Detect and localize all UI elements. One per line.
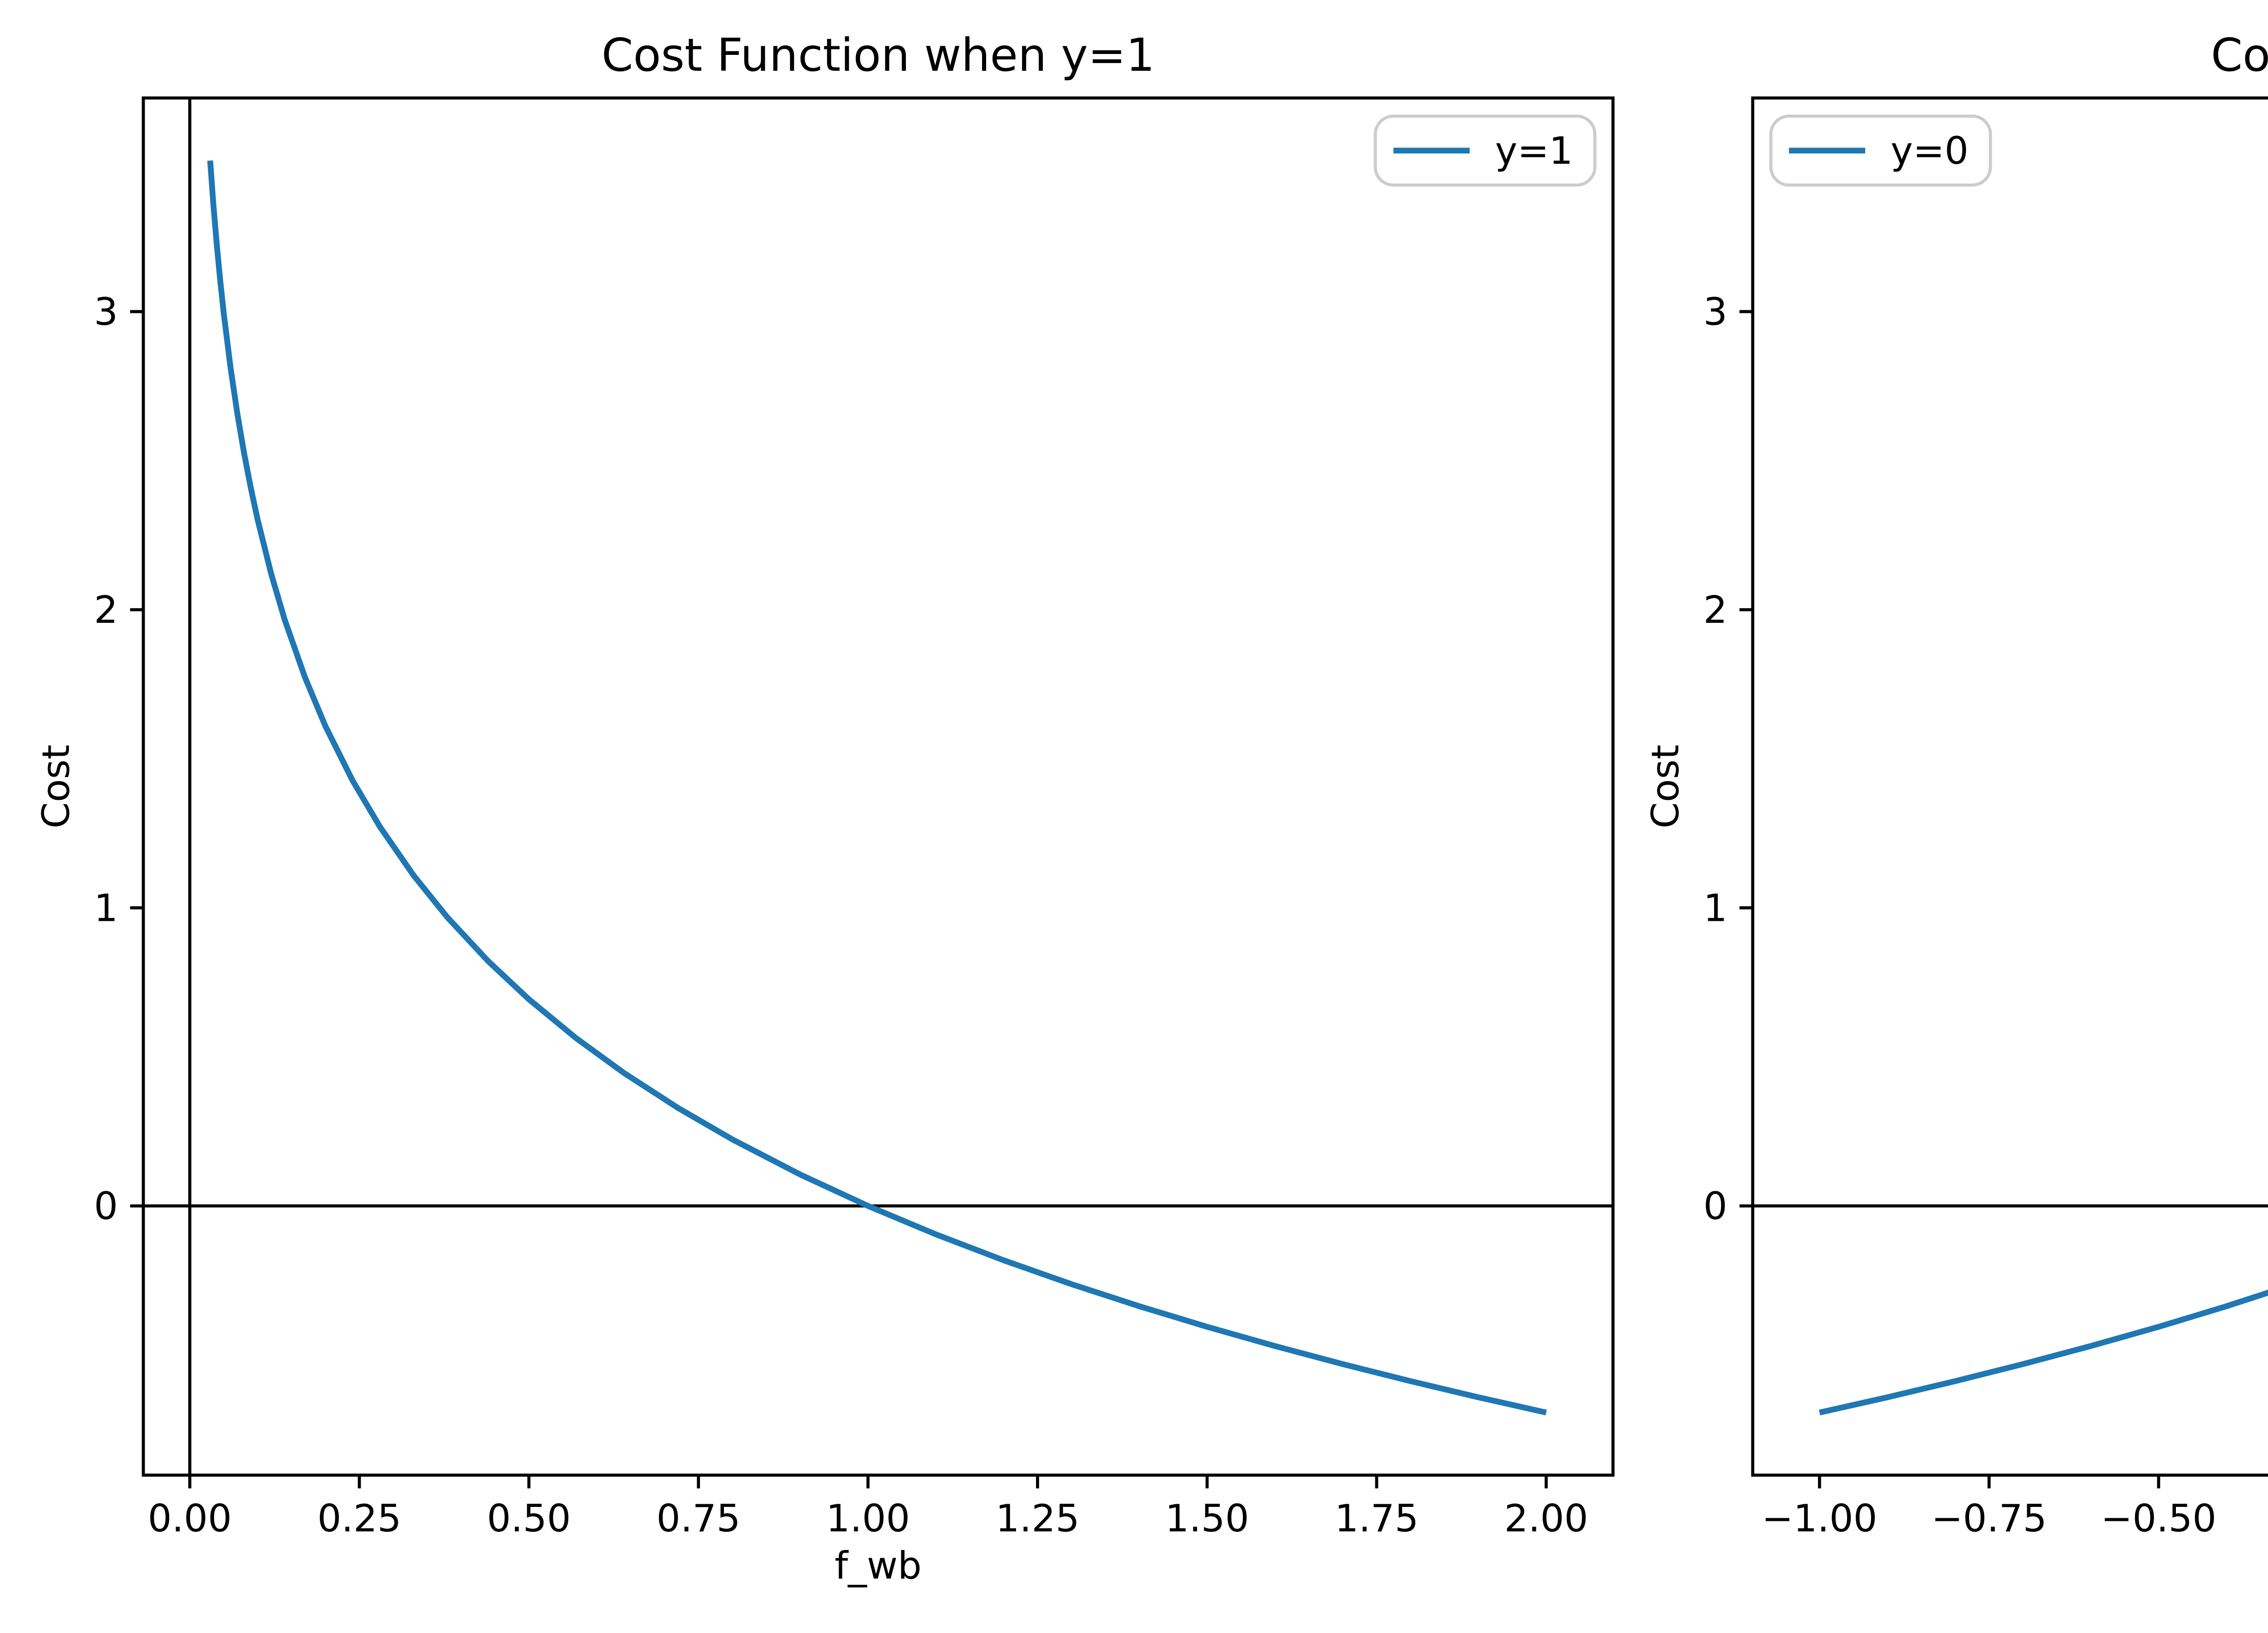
x-tick-label: 1.25 [996,1496,1080,1540]
chart-title: Cost Function when y=0 [2211,29,2268,82]
y-tick-label: 3 [94,290,118,334]
y-tick-label: 2 [1703,588,1727,632]
x-tick-label: 1.75 [1334,1496,1418,1540]
legend-label: y=1 [1495,129,1573,173]
legend-label: y=0 [1891,129,1969,173]
legend: y=1 [1374,114,1597,187]
x-tick-label: −1.00 [1762,1496,1877,1540]
y-axis-label: Cost [34,745,78,829]
x-axis-label: f_wb [835,1544,922,1588]
y-tick-label: 2 [94,588,118,632]
chart-title: Cost Function when y=1 [601,29,1155,82]
axes-y1: 0.00 0.25 0.50 0.75 1.00 1.25 1.50 1.75 2.00 0 1 2 3… [34,29,1615,1588]
x-tick-label: 0.75 [656,1496,740,1540]
y-tick-label: 0 [94,1184,118,1228]
legend: y=0 [1769,114,1992,187]
y-axis-label: Cost [1643,745,1687,829]
x-tick-label: 1.00 [826,1496,910,1540]
x-tick-label: 2.00 [1504,1496,1588,1540]
axes-y0: −1.00−0.75−0.50−0.250.000.250.500.751.00… [1643,29,2268,1540]
x-tick-label: 1.50 [1165,1496,1249,1540]
x-tick-label: 0.00 [148,1496,232,1540]
curve-y0 [1818,1290,2268,1416]
y-tick-label: 3 [1703,290,1727,334]
axes-border [1751,96,2268,1477]
x-tick-label: −0.50 [2101,1496,2216,1540]
axes-border [142,96,1615,1477]
x-tick-label: 0.25 [318,1496,401,1540]
curve-y1 [207,160,1547,1416]
x-tick-label: 0.50 [487,1496,571,1540]
x-tick-label: −0.75 [1931,1496,2047,1540]
y-tick-label: 1 [94,886,118,930]
legend-border [1769,114,1992,187]
y-tick-label: 0 [1703,1184,1727,1228]
y-tick-label: 1 [1703,886,1727,930]
legend-border [1374,114,1597,187]
